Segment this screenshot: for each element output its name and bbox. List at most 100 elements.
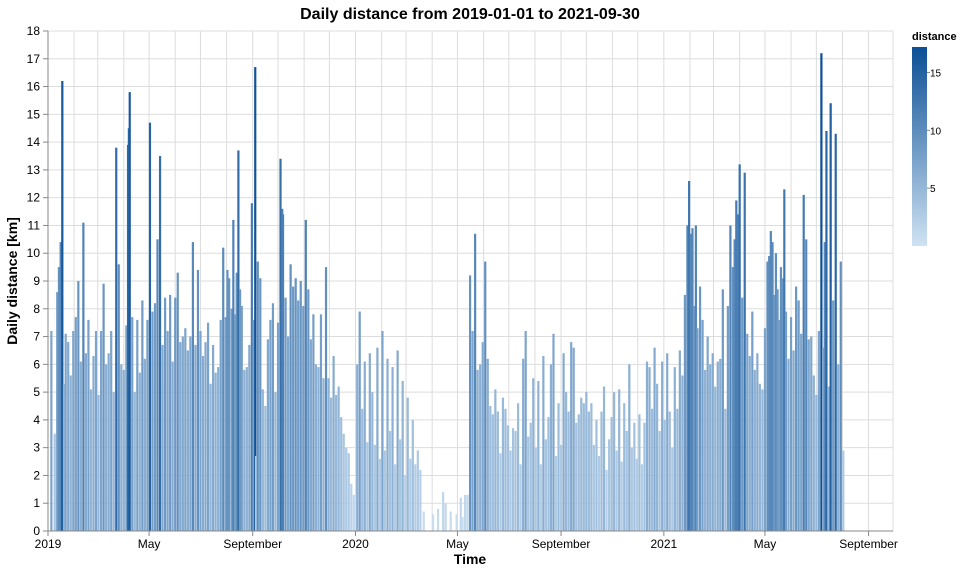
bar xyxy=(709,364,712,531)
bar xyxy=(683,294,687,531)
bar xyxy=(69,375,72,531)
bar xyxy=(689,233,692,531)
bar xyxy=(224,317,227,531)
bar xyxy=(663,419,666,531)
bar xyxy=(371,392,374,531)
bar xyxy=(766,261,769,531)
bar xyxy=(386,358,389,531)
bar xyxy=(240,306,243,531)
bar xyxy=(463,494,467,531)
bar xyxy=(169,294,172,531)
bar xyxy=(444,503,447,531)
bar xyxy=(376,347,379,531)
bar xyxy=(706,336,709,531)
bar xyxy=(361,408,364,531)
bar xyxy=(381,331,384,531)
bar xyxy=(136,319,139,531)
bar xyxy=(559,444,563,531)
bar xyxy=(271,303,275,531)
bar xyxy=(363,361,366,531)
bar xyxy=(264,406,267,531)
bar xyxy=(567,411,570,531)
bar xyxy=(733,239,736,531)
bar xyxy=(779,267,783,531)
bar xyxy=(230,308,233,531)
y-tick-label: 5 xyxy=(33,385,40,399)
bar xyxy=(602,386,606,531)
bar xyxy=(179,342,182,531)
y-tick-label: 12 xyxy=(27,191,41,205)
bar xyxy=(274,392,277,531)
y-tick-label: 17 xyxy=(27,52,41,66)
bar xyxy=(714,386,717,531)
bar xyxy=(84,353,88,531)
bar xyxy=(613,392,616,531)
bar xyxy=(778,319,781,531)
bar xyxy=(688,181,691,531)
bar xyxy=(345,447,348,531)
bar xyxy=(368,353,371,531)
bar xyxy=(366,442,369,531)
bar xyxy=(110,331,113,531)
bar xyxy=(77,281,80,531)
bar xyxy=(422,511,425,531)
bar xyxy=(783,189,786,531)
bar xyxy=(585,392,588,531)
bar xyxy=(807,339,810,531)
bar xyxy=(314,364,318,531)
bar xyxy=(562,353,565,531)
bar xyxy=(805,239,808,531)
bar xyxy=(204,342,207,531)
bar xyxy=(332,356,335,531)
bar xyxy=(741,297,744,531)
y-tick-label: 11 xyxy=(28,218,41,232)
x-tick-label: May xyxy=(754,537,777,551)
bar xyxy=(235,272,238,531)
x-tick-label: September xyxy=(532,537,591,551)
y-tick-label: 10 xyxy=(27,246,41,260)
bar xyxy=(681,375,684,531)
bar xyxy=(552,333,555,531)
bar xyxy=(206,322,210,531)
bar xyxy=(776,289,779,531)
bar xyxy=(743,172,746,532)
bar xyxy=(827,386,831,531)
y-axis-title: Daily distance [km] xyxy=(4,217,20,345)
bar xyxy=(324,267,328,531)
bar xyxy=(769,231,772,531)
bar xyxy=(67,342,70,531)
bar xyxy=(817,331,820,531)
bar xyxy=(587,411,590,531)
bar xyxy=(691,228,694,531)
bar xyxy=(768,256,771,531)
bar xyxy=(373,444,376,531)
bar xyxy=(746,333,749,531)
bar xyxy=(252,319,255,531)
x-tick-label: September xyxy=(223,537,282,551)
bar xyxy=(668,411,671,531)
bar xyxy=(131,317,134,531)
bar xyxy=(74,317,77,531)
bar xyxy=(212,344,215,531)
y-tick-label: 0 xyxy=(33,524,40,538)
bar xyxy=(449,511,452,531)
bar xyxy=(704,369,707,531)
bar xyxy=(138,372,141,531)
bar xyxy=(630,447,633,531)
bar xyxy=(279,158,282,531)
bar xyxy=(256,261,259,531)
bar xyxy=(79,361,82,531)
bar xyxy=(810,336,813,531)
bar xyxy=(666,353,669,531)
bar xyxy=(792,350,795,531)
bar xyxy=(176,272,179,531)
bar xyxy=(122,369,125,531)
y-tick-label: 8 xyxy=(33,302,40,316)
bar xyxy=(120,364,123,531)
y-tick-label: 9 xyxy=(33,274,40,288)
bar xyxy=(486,358,489,531)
bar xyxy=(610,417,613,531)
bar xyxy=(784,311,788,531)
bar xyxy=(738,164,741,531)
bar xyxy=(570,342,573,531)
